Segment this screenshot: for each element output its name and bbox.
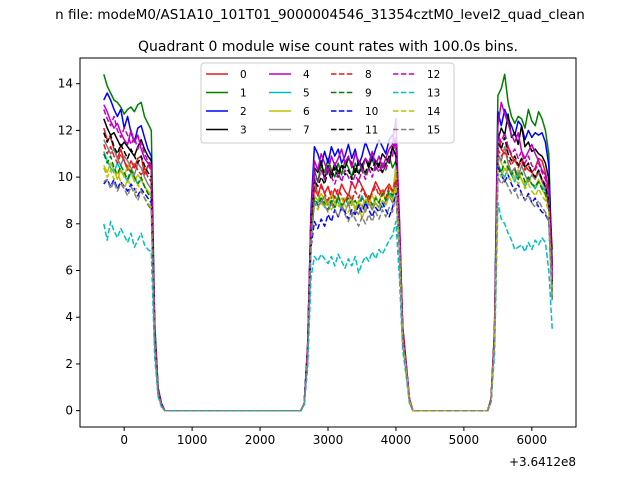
- legend-label-9: 9: [365, 88, 372, 100]
- y-tick-label: 6: [65, 264, 73, 278]
- legend-label-0: 0: [240, 69, 247, 81]
- x-tick-label: 0: [120, 433, 128, 447]
- series-line-10: [103, 167, 553, 412]
- x-tick-label: 3000: [313, 433, 344, 447]
- x-tick-label: 1000: [177, 433, 208, 447]
- legend-label-12: 12: [427, 69, 440, 81]
- y-tick-label: 0: [65, 404, 73, 418]
- y-tick-label: 10: [58, 170, 73, 184]
- legend-label-3: 3: [240, 125, 247, 137]
- x-tick-label: 2000: [245, 433, 276, 447]
- legend-label-13: 13: [427, 88, 440, 100]
- series-line-11: [103, 132, 553, 412]
- legend-label-2: 2: [240, 106, 247, 118]
- series-line-0: [103, 127, 553, 412]
- legend-label-11: 11: [365, 125, 378, 137]
- x-tick-label: 4000: [381, 433, 412, 447]
- legend-frame: [200, 62, 455, 144]
- series-line-13: [103, 202, 553, 412]
- legend-label-15: 15: [427, 125, 440, 137]
- series-line-4: [103, 101, 553, 412]
- series-line-12: [103, 109, 553, 412]
- series-line-1: [103, 73, 553, 412]
- series-layer: [103, 73, 553, 412]
- series-line-15: [103, 176, 553, 412]
- legend-label-1: 1: [240, 88, 247, 100]
- series-line-2: [103, 92, 553, 412]
- legend-label-4: 4: [303, 69, 310, 81]
- series-line-8: [103, 144, 553, 412]
- series-line-9: [103, 153, 553, 412]
- y-axis: 0 2 4 6 8 10 12 14: [58, 77, 80, 418]
- y-tick-label: 2: [65, 357, 73, 371]
- y-tick-label: 4: [65, 310, 73, 324]
- legend-label-5: 5: [303, 88, 310, 100]
- legend-label-14: 14: [427, 106, 441, 118]
- y-tick-label: 12: [58, 123, 73, 137]
- figure-suptitle: n file: modeM0/AS1A10_101T01_9000004546_…: [55, 7, 585, 23]
- legend-label-6: 6: [303, 106, 310, 118]
- y-tick-label: 8: [65, 217, 73, 231]
- legend-label-7: 7: [303, 125, 310, 137]
- legend-label-10: 10: [365, 106, 378, 118]
- x-tick-label: 5000: [449, 433, 480, 447]
- x-tick-label: 6000: [517, 433, 548, 447]
- chart-title: Quadrant 0 module wise count rates with …: [138, 39, 518, 55]
- y-tick-label: 14: [58, 77, 73, 91]
- legend-label-8: 8: [365, 69, 372, 81]
- x-axis-offset-label: +3.6412e8: [509, 455, 576, 469]
- x-axis: 0 1000 2000 3000 4000 5000 6000: [120, 427, 547, 447]
